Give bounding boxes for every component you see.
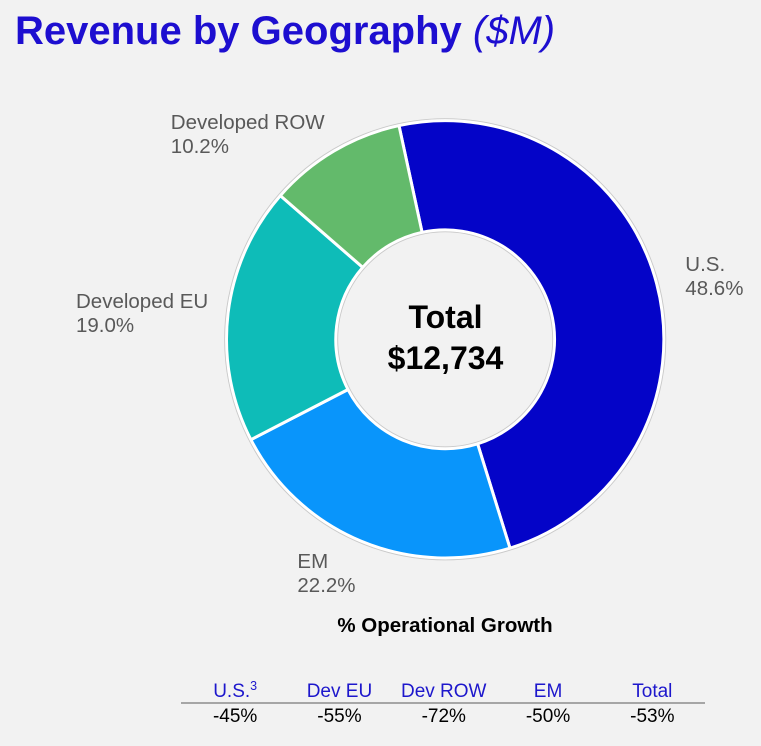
slice-label-row-pct: 10.2% — [170, 134, 229, 158]
slice-label-us-name: U.S. — [685, 252, 726, 276]
page-title-text: Revenue by Geography — [15, 9, 462, 53]
donut-outer-outline — [224, 118, 667, 561]
donut-slice-developed-row — [278, 124, 424, 269]
slice-label-eu-pct: 19.0% — [76, 314, 135, 338]
donut-center-value: $12,734 — [387, 340, 504, 376]
slice-label-eu: Developed EU 19.0% — [76, 290, 208, 338]
donut-inner-outline — [337, 231, 554, 448]
donut-center-label: Total $12,734 — [388, 297, 504, 379]
slice-label-us-pct: 48.6% — [685, 276, 744, 300]
donut-slice-em — [249, 388, 512, 560]
slice-label-em-pct: 22.2% — [297, 574, 356, 598]
donut-slice-u-s — [397, 119, 666, 550]
slice-label-row: Developed ROW 10.2% — [171, 111, 325, 159]
slice-label-em: EM 22.2% — [297, 550, 355, 598]
page-title-unit: ($M) — [472, 9, 556, 53]
donut-center-title: Total — [408, 299, 483, 335]
donut-slice-developed-eu — [225, 194, 365, 442]
chart-caption: % Operational Growth — [337, 613, 553, 637]
page-title: Revenue by Geography ($M) — [15, 9, 555, 54]
slice-label-row-name: Developed ROW — [170, 110, 325, 134]
slice-label-em-name: EM — [297, 550, 329, 574]
slice-label-eu-name: Developed EU — [76, 290, 209, 314]
slice-label-us: U.S. 48.6% — [685, 253, 743, 301]
